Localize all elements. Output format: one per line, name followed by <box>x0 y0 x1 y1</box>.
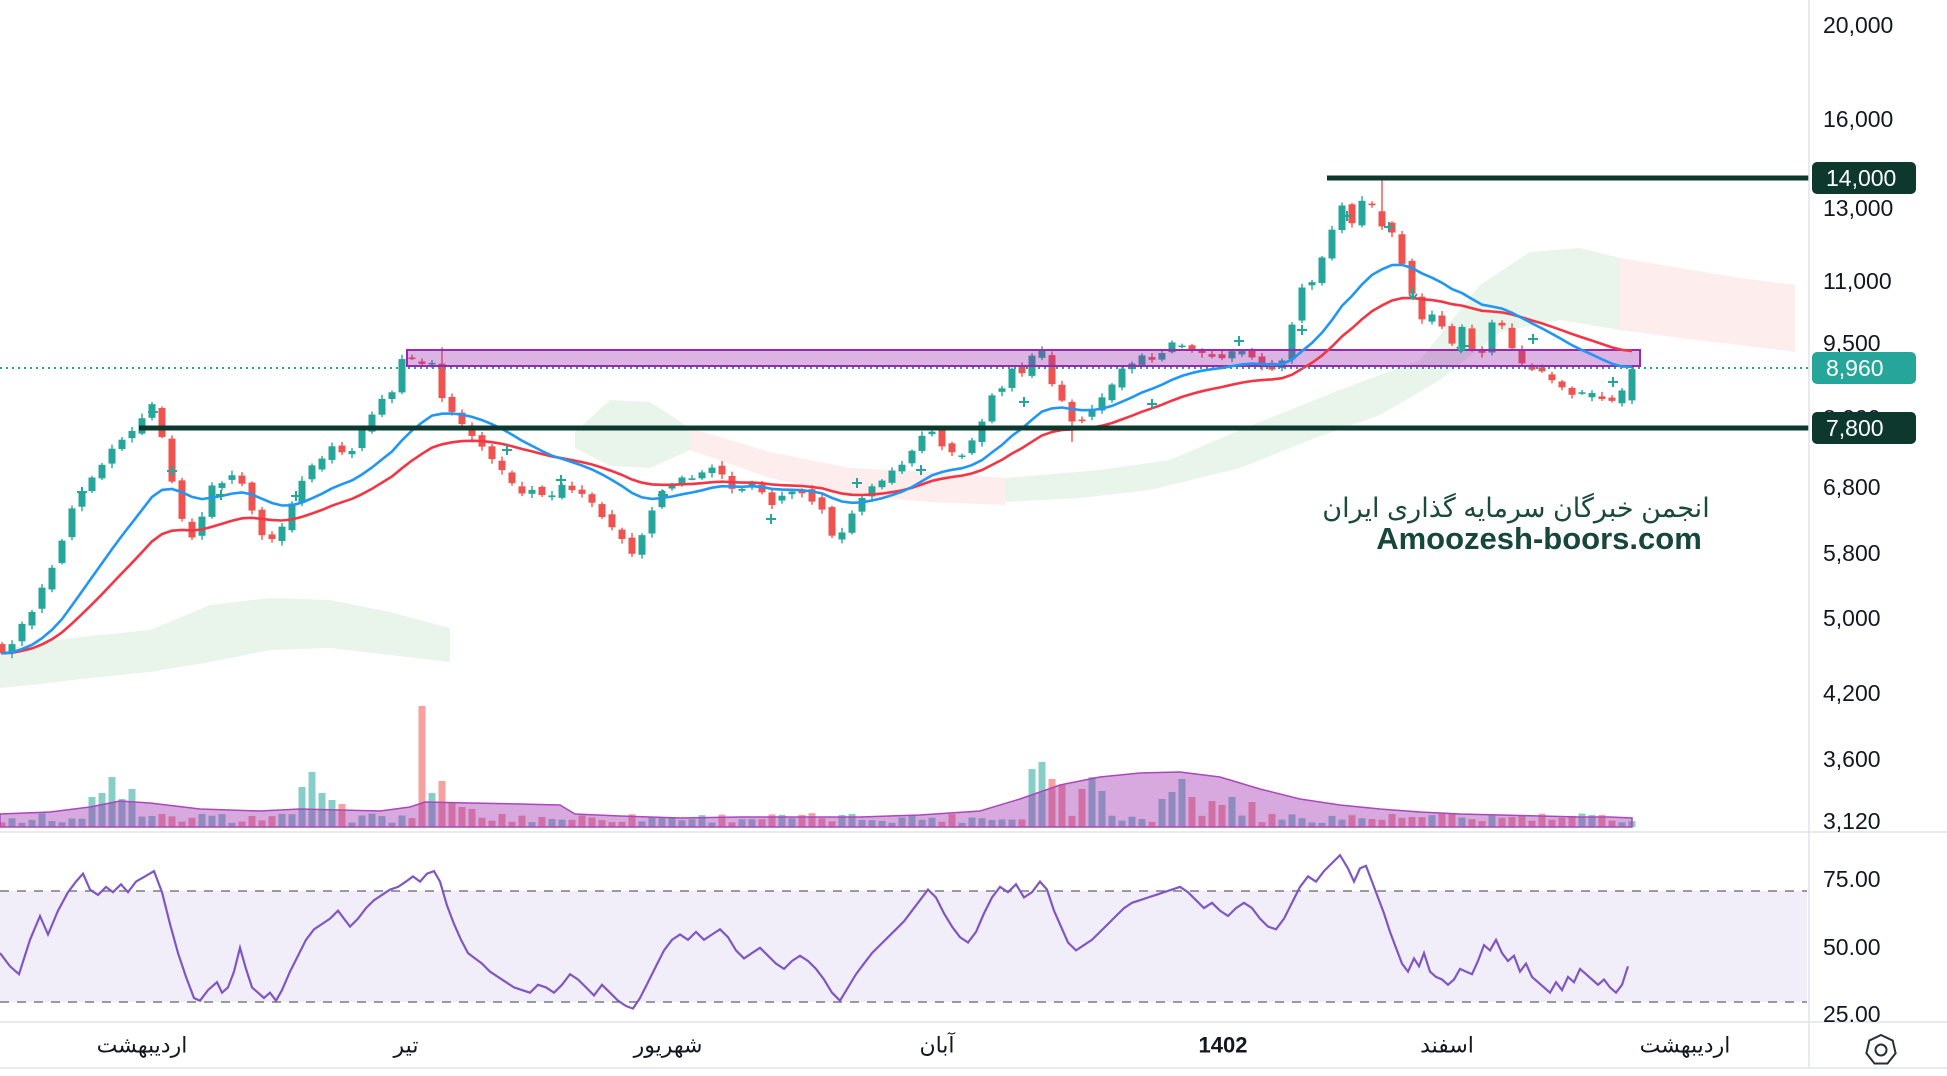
price-axis-label: 4,200 <box>1823 680 1881 706</box>
ichimoku-cloud <box>0 248 1795 688</box>
price-badge <box>1812 162 1916 194</box>
price-axis-label: 6,800 <box>1823 474 1881 500</box>
time-axis[interactable]: اردیبهشت تیر شهریور آبان 1402 اسفند اردیبهشت <box>97 1032 1731 1058</box>
time-axis-label: اردیبهشت <box>97 1033 188 1058</box>
signal-markers <box>77 211 1618 524</box>
time-axis-label: تیر <box>393 1033 419 1058</box>
time-axis-label: 1402 <box>1199 1033 1248 1058</box>
price-axis-label: 13,000 <box>1823 195 1893 221</box>
volume-bars <box>0 706 1636 827</box>
rsi-axis-label: 25.00 <box>1823 1001 1881 1027</box>
watermark: انجمن خبرگان سرمایه گذاری ایران Amoozesh… <box>1322 492 1709 556</box>
price-badge <box>1812 412 1916 444</box>
supply-zone[interactable] <box>406 349 1641 367</box>
price-badge <box>1812 352 1916 384</box>
ema-fast-line <box>1 263 1633 655</box>
time-axis-label: اردیبهشت <box>1640 1033 1731 1058</box>
price-badge-label: 14,000 <box>1826 165 1896 191</box>
settings-icon[interactable] <box>1865 1033 1897 1065</box>
rsi-axis-label: 50.00 <box>1823 934 1881 960</box>
rsi-pane[interactable] <box>0 853 1807 1010</box>
price-axis-label: 9,500 <box>1823 330 1881 356</box>
rsi-line <box>0 853 1630 1010</box>
watermark-url: Amoozesh-boors.com <box>1376 521 1702 556</box>
volume-ma-area <box>0 771 1633 828</box>
ema-slow-line <box>1 296 1633 655</box>
price-scale[interactable]: 20,00016,00013,00011,0009,5008,0006,8005… <box>1812 12 1916 1027</box>
price-axis-label: 3,120 <box>1823 808 1881 834</box>
level-lines[interactable] <box>139 175 1809 431</box>
price-axis-label: 3,600 <box>1823 746 1881 772</box>
time-axis-label: شهریور <box>633 1033 703 1058</box>
watermark-text: انجمن خبرگان سرمایه گذاری ایران <box>1322 492 1709 524</box>
price-axis-label: 11,000 <box>1823 268 1892 294</box>
price-axis-label: 5,000 <box>1823 605 1881 631</box>
price-badge-label: 8,960 <box>1826 355 1884 381</box>
price-axis-label: 20,000 <box>1823 12 1893 38</box>
settings-heptagon-icon <box>1865 1033 1897 1065</box>
settings-heptagon-icon-dot <box>1874 1043 1888 1057</box>
ema-lines <box>1 263 1633 655</box>
candles <box>0 176 1636 659</box>
time-axis-label: آبان <box>919 1032 955 1058</box>
price-badge-label: 7,800 <box>1826 415 1884 441</box>
price-axis-label: 5,800 <box>1823 540 1881 566</box>
price-axis-label: 16,000 <box>1823 106 1893 132</box>
rsi-axis-label: 75.00 <box>1823 866 1881 892</box>
time-axis-label: اسفند <box>1420 1033 1474 1058</box>
